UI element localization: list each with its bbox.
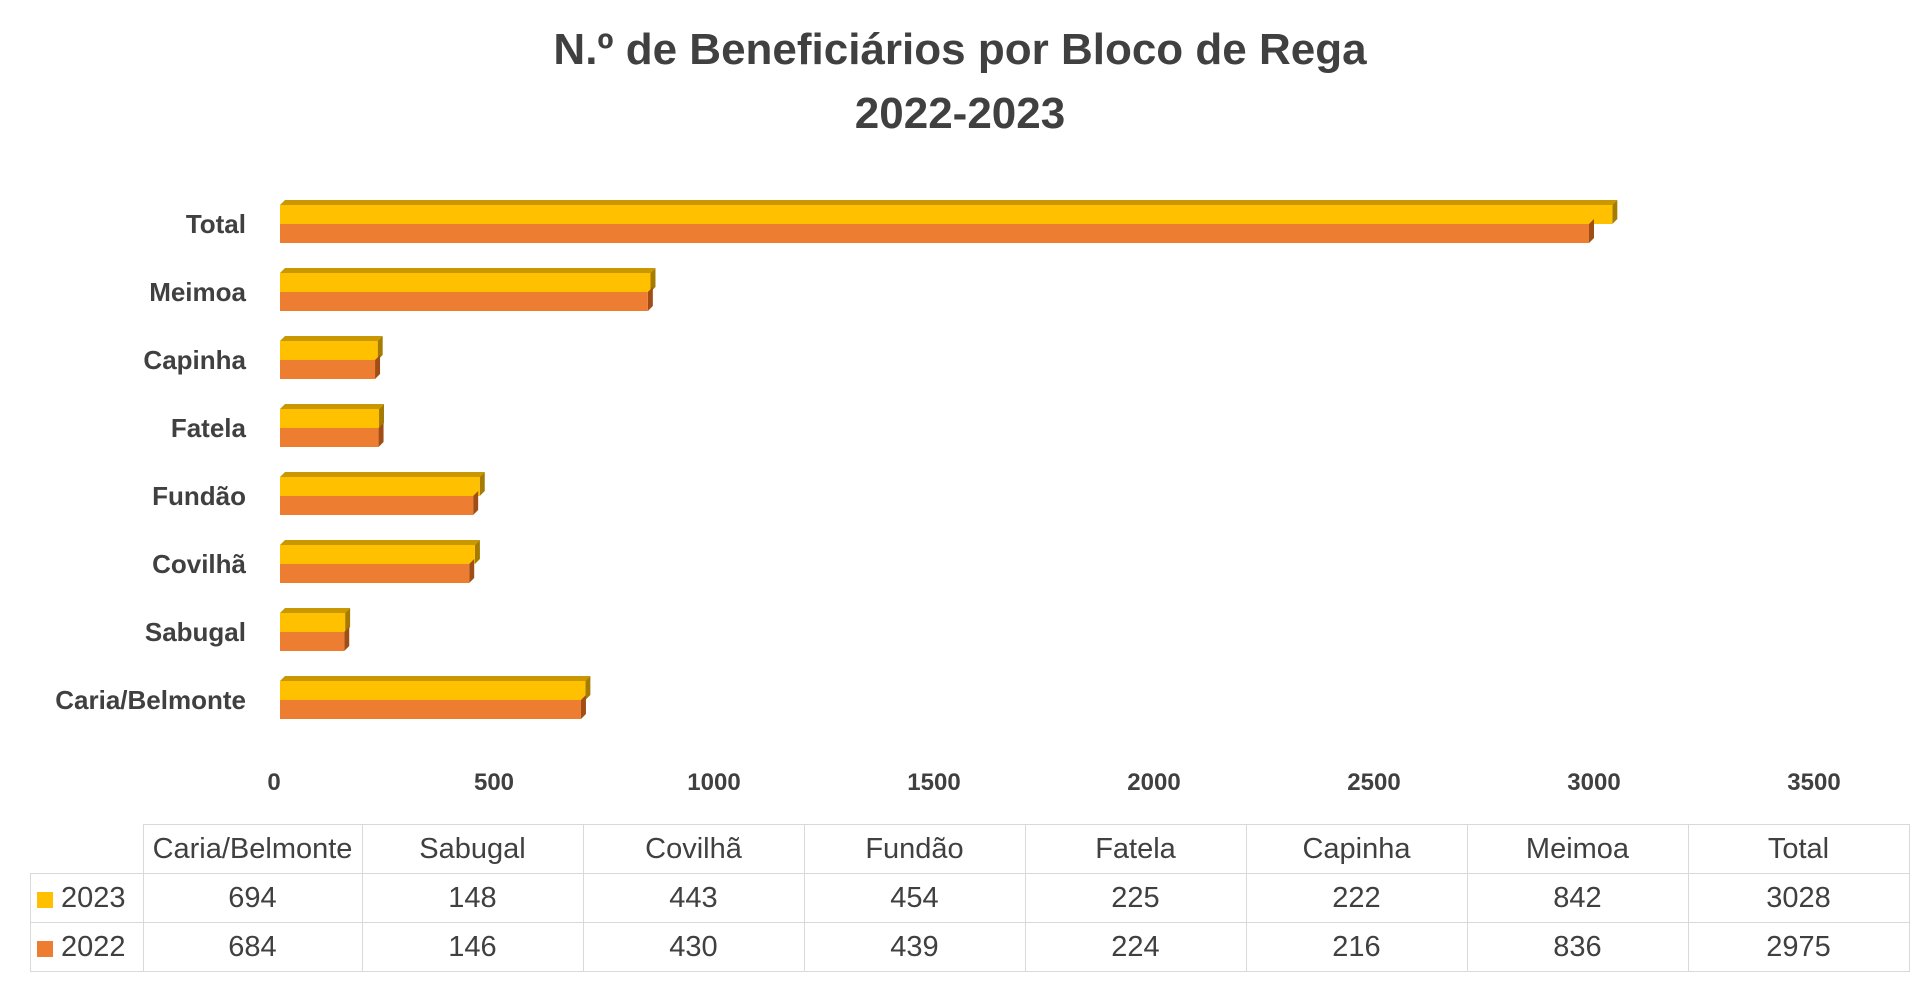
- bar-side-2023-fatela: [379, 404, 384, 428]
- legend-swatch: [37, 940, 53, 957]
- table-value-cell: 224: [1024, 922, 1247, 972]
- bar-side-2022-capinha: [375, 355, 381, 379]
- bar-2022-meimoa: [280, 292, 648, 311]
- data-table: Caria/Belmonte Sabugal Covilhã Fundão Fatela…: [30, 824, 1910, 972]
- bar-top-2023-fatela: [280, 404, 384, 409]
- bar-top-2023-caria-belmonte: [280, 676, 591, 681]
- table-value-cell: 216: [1245, 922, 1468, 972]
- chart-subtitle-line: 2022-2023: [854, 89, 1066, 138]
- bar-2023-fatela: [280, 409, 379, 428]
- x-tick-label-0: 0: [267, 769, 280, 796]
- bar-side-2022-meimoa: [647, 287, 653, 311]
- x-tick-label-1000: 1000: [687, 769, 740, 796]
- bar-2023-capinha: [280, 341, 378, 360]
- bar-top-2023-meimoa: [280, 268, 656, 273]
- table-value-cell: 225: [1024, 873, 1247, 923]
- legend-swatch: [37, 891, 53, 908]
- table-header-cell: Capinha: [1245, 824, 1468, 874]
- bar-side-2023-capinha: [377, 336, 383, 360]
- x-tick-label-2500: 2500: [1347, 769, 1400, 796]
- bar-2022-fatela: [280, 428, 379, 447]
- table-value-cell: 684: [142, 922, 363, 972]
- table-value-cell: 836: [1466, 922, 1689, 972]
- bar-side-2023-meimoa: [650, 268, 656, 292]
- bar-top-2023-covilh-: [280, 540, 480, 545]
- table-value-cell: 3028: [1687, 873, 1910, 923]
- legend-label: 2023: [61, 881, 126, 914]
- bar-top-2023-total: [280, 200, 1618, 205]
- table-header-row: Caria/Belmonte Sabugal Covilhã Fundão Fatela…: [30, 824, 1910, 874]
- bar-2022-fund-o: [280, 496, 474, 515]
- table-row-2023: 2023 694 148 443 454 225 222 842 3028: [30, 873, 1910, 923]
- bar-2023-covilh-: [280, 545, 475, 564]
- category-label-fund-o: Fundão: [152, 481, 246, 511]
- bar-side-2022-caria-belmonte: [580, 695, 586, 719]
- category-label-fatela: Fatela: [171, 413, 247, 443]
- bar-2023-total: [280, 205, 1613, 224]
- bar-side-2022-total: [1589, 219, 1594, 243]
- table-header-cell: Covilhã: [582, 824, 805, 874]
- table-value-cell: 146: [361, 922, 584, 972]
- bar-side-2023-total: [1612, 200, 1618, 224]
- x-tick-label-1500: 1500: [907, 769, 960, 796]
- bar-side-2022-fund-o: [473, 491, 479, 515]
- bar-2023-fund-o: [280, 477, 480, 496]
- table-value-cell: 222: [1245, 873, 1468, 923]
- category-label-total: Total: [186, 209, 246, 239]
- bar-2022-sabugal: [280, 632, 345, 651]
- category-label-caria-belmonte: Caria/Belmonte: [55, 685, 246, 715]
- x-tick-label-2000: 2000: [1127, 769, 1180, 796]
- bar-2023-sabugal: [280, 613, 346, 632]
- bar-2022-caria-belmonte: [280, 700, 581, 719]
- bar-chart: Caria/Belmonte Sabugal Covilhã Fundão Fatela…: [55, 200, 1841, 796]
- bar-side-2022-sabugal: [344, 627, 350, 651]
- table-header-cell: Total: [1687, 824, 1910, 874]
- legend-cell: 2022: [30, 922, 144, 972]
- category-label-covilh-: Covilhã: [152, 549, 246, 579]
- x-tick-label-500: 500: [474, 769, 514, 796]
- category-label-meimoa: Meimoa: [149, 277, 246, 307]
- table-header-cell: Sabugal: [361, 824, 584, 874]
- table-header-cell: Caria/Belmonte: [142, 824, 363, 874]
- table-value-cell: 2975: [1687, 922, 1910, 972]
- table-row-2022: 2022 684 146 430 439 224 216 836 2975: [30, 922, 1910, 972]
- table-corner-cell: [30, 824, 144, 874]
- table-header-cell: Fundão: [803, 824, 1026, 874]
- category-label-capinha: Capinha: [143, 345, 246, 375]
- bar-side-2023-caria-belmonte: [585, 676, 591, 700]
- bar-side-2022-fatela: [378, 423, 384, 447]
- table-value-cell: 430: [582, 922, 805, 972]
- legend-label: 2022: [61, 930, 126, 963]
- bar-2023-meimoa: [280, 273, 651, 292]
- table-value-cell: 443: [582, 873, 805, 923]
- bar-top-2023-fund-o: [280, 472, 485, 477]
- bar-side-2023-sabugal: [345, 608, 351, 632]
- table-value-cell: 454: [803, 873, 1026, 923]
- x-tick-label-3000: 3000: [1567, 769, 1620, 796]
- bar-2023-caria-belmonte: [280, 681, 586, 700]
- table-value-cell: 694: [142, 873, 363, 923]
- table-value-cell: 148: [361, 873, 584, 923]
- category-label-sabugal: Sabugal: [145, 617, 246, 647]
- table-value-cell: 439: [803, 922, 1026, 972]
- bar-2022-covilh-: [280, 564, 470, 583]
- bar-side-2022-covilh-: [469, 559, 475, 583]
- table-header-cell: Fatela: [1024, 824, 1247, 874]
- chart-title: N.º de Beneficiários por Bloco de Rega 2…: [0, 18, 1920, 146]
- table-header-cell: Meimoa: [1466, 824, 1689, 874]
- bar-side-2023-covilh-: [474, 540, 480, 564]
- bar-2022-total: [280, 224, 1589, 243]
- bar-top-2023-capinha: [280, 336, 383, 341]
- chart-title-line: N.º de Beneficiários por Bloco de Rega: [553, 25, 1367, 74]
- table-value-cell: 842: [1466, 873, 1689, 923]
- bar-top-2023-sabugal: [280, 608, 351, 613]
- bar-side-2023-fund-o: [479, 472, 485, 496]
- x-tick-label-3500: 3500: [1787, 769, 1840, 796]
- legend-cell: 2023: [30, 873, 144, 923]
- bar-2022-capinha: [280, 360, 376, 379]
